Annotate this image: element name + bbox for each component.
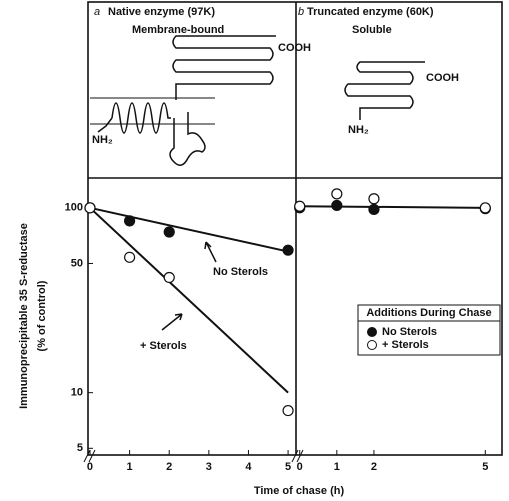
- data-point: [84, 202, 96, 214]
- legend-marker: [367, 327, 377, 337]
- x-tick-label: 2: [371, 461, 377, 473]
- legend-box: [357, 304, 501, 356]
- arrow: [161, 313, 183, 331]
- fit-line: [89, 206, 289, 253]
- data-point: [163, 271, 175, 284]
- y-tick-label: 5: [77, 442, 83, 454]
- x-tick-label: 3: [206, 461, 212, 473]
- diagram-label: NH₂: [348, 124, 369, 136]
- y-axis-label: (% of control): [36, 280, 48, 351]
- panel-title: Native enzyme (97K): [108, 6, 215, 18]
- data-point: [124, 251, 136, 263]
- legend-marker: [367, 340, 377, 350]
- x-tick-label: 2: [166, 461, 172, 473]
- fit-line: [89, 207, 289, 394]
- x-tick-label: 0: [297, 461, 303, 473]
- data-point: [282, 404, 294, 417]
- data-point: [124, 215, 136, 227]
- x-tick-label: 5: [482, 461, 488, 473]
- diagram-soluble-enzyme: [344, 61, 425, 120]
- data-point: [479, 202, 491, 214]
- x-tick-label: 5: [285, 461, 291, 473]
- panel-subtitle: Membrane-bound: [132, 24, 224, 36]
- diagram-membrane-enzyme: [90, 35, 276, 166]
- legend-label: No Sterols: [382, 326, 437, 338]
- legend-label: + Sterols: [382, 339, 429, 351]
- y-axis-label: Immunoprecipitable 35 S-reductase: [18, 223, 30, 409]
- diagram-label: COOH: [278, 42, 311, 54]
- data-point: [368, 203, 380, 216]
- legend-title: Additions During Chase: [366, 307, 491, 319]
- fit-line: [299, 205, 486, 209]
- diagram-label: NH₂: [92, 134, 113, 146]
- y-tick-label: 100: [65, 202, 83, 214]
- panel-label: b: [298, 6, 304, 18]
- annotation: No Sterols: [213, 266, 268, 278]
- annotation: + Sterols: [140, 340, 187, 352]
- panel-title: Truncated enzyme (60K): [307, 6, 434, 18]
- x-tick-label: 0: [87, 461, 93, 473]
- data-point: [163, 226, 175, 238]
- data-point: [294, 200, 306, 212]
- data-point: [368, 193, 380, 205]
- frame: [87, 1, 503, 456]
- panel-subtitle: Soluble: [352, 24, 392, 36]
- x-tick-label: 1: [127, 461, 133, 473]
- data-point: [331, 188, 343, 200]
- arrow: [204, 241, 217, 263]
- data-point: [282, 244, 294, 256]
- data-point: [331, 199, 343, 212]
- x-tick-label: 1: [334, 461, 340, 473]
- axis-break: [83, 449, 304, 463]
- diagram-label: COOH: [426, 72, 459, 84]
- x-tick-label: 4: [245, 461, 252, 473]
- x-axis-label: Time of chase (h): [254, 485, 345, 497]
- panel-label: a: [94, 6, 100, 18]
- y-tick-label: 10: [71, 387, 83, 399]
- y-tick-label: 50: [71, 257, 83, 269]
